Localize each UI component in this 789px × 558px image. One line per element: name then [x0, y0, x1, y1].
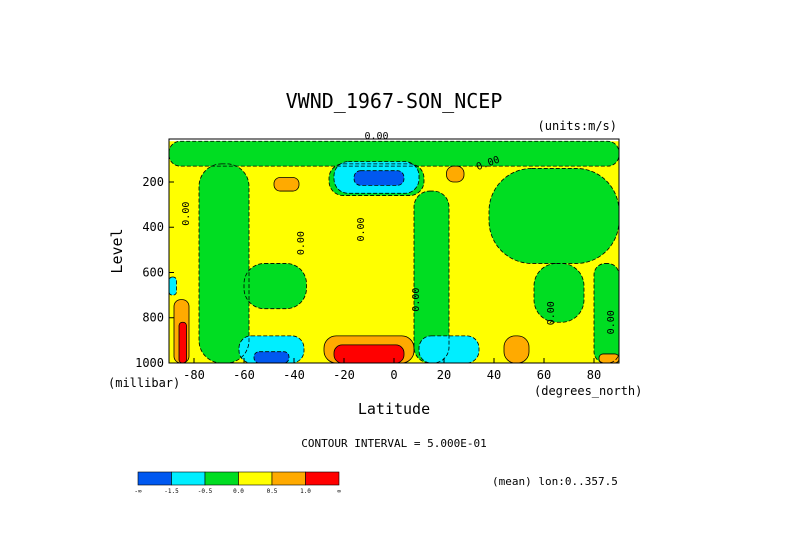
y-axis-label: Level [108, 228, 126, 273]
x-unit-label: (degrees_north) [534, 384, 642, 398]
contour-region-blue-upper-core [354, 170, 404, 186]
colorbar-swatch [204, 471, 239, 486]
colorbar-swatch [238, 471, 273, 486]
colorbar-label: -0.5 [198, 488, 213, 495]
colorbar-label: -∞ [134, 488, 142, 495]
x-tick-label: -60 [233, 368, 255, 382]
colorbar-label: 1.0 [300, 488, 311, 495]
y-tick-label: 200 [142, 175, 164, 189]
y-tick-label: 800 [142, 311, 164, 325]
contour-region-orange-far-right [599, 353, 619, 363]
colorbar-label: 0.5 [267, 488, 278, 495]
contour-region-green-right-upper [489, 168, 619, 264]
contour-interval-text: CONTOUR INTERVAL = 5.000E-01 [301, 437, 486, 450]
x-axis-ticks: -80 -60 -40 -20 0 20 40 60 80 [183, 358, 601, 382]
colorbar-label: ∞ [337, 488, 341, 495]
contour-line-green-right-column [533, 263, 585, 323]
colorbar-swatch [171, 471, 206, 486]
contour-region-green-right-column [534, 263, 584, 323]
contour-region-green-top-band [169, 141, 619, 167]
x-tick-label: -80 [183, 368, 205, 382]
x-tick-label: 60 [537, 368, 551, 382]
contour-line-cyan-upper-core [333, 161, 420, 194]
chart-title: VWND_1967-SON_NCEP [286, 89, 503, 113]
x-tick-label: 0 [390, 368, 397, 382]
contour-label: 0.00 [364, 131, 388, 142]
x-tick-label: -20 [333, 368, 355, 382]
contour-line-blue-lower-left [253, 351, 290, 364]
contour-line-green-left-middle [243, 263, 307, 310]
contour-region-red-lower-center [334, 344, 404, 363]
contour-region-orange-upper-left [274, 177, 299, 192]
contour-lines: 0.000.000.000.000.000.000.00 0.00 [168, 131, 620, 364]
contour-line-cyan-lower-left [238, 335, 305, 364]
colorbar-label: -1.5 [164, 488, 179, 495]
x-tick-label: 80 [587, 368, 601, 382]
colorbar: -∞ -1.5 -0.5 0.0 0.5 1.0 ∞ [134, 471, 341, 495]
contour-line-cyan-left-edge [168, 276, 177, 296]
x-tick-label: 20 [437, 368, 451, 382]
y-tick-label: 400 [142, 220, 164, 234]
x-tick-label: 40 [487, 368, 501, 382]
y-tick-label: 600 [142, 265, 164, 279]
colorbar-swatch [305, 471, 340, 486]
contour-line-blue-upper-core [353, 170, 405, 186]
x-axis-label: Latitude [358, 400, 430, 418]
contour-region-orange-upper-right [446, 166, 464, 182]
colorbar-label: 0.0 [233, 488, 244, 495]
contour-fill [169, 141, 619, 363]
colorbar-swatch [137, 471, 172, 486]
contour-region-cyan-left-edge [169, 277, 177, 296]
y-unit-label: (millibar) [108, 376, 180, 390]
contour-region-orange-lower-right [504, 335, 529, 363]
contour-region-green-left-column [199, 163, 249, 363]
contour-label: 0.00 [296, 231, 307, 255]
y-axis-ticks: 200 400 600 800 1000 [135, 175, 174, 370]
contour-label: 0.00 [411, 288, 422, 312]
colorbar-swatch [271, 471, 306, 486]
x-tick-label: -40 [283, 368, 305, 382]
contour-line-orange-upper-right [446, 165, 465, 183]
contour-label: 0.00 [606, 310, 617, 334]
contour-line-cyan-lower-eq [418, 335, 480, 364]
units-label: (units:m/s) [538, 119, 617, 133]
contour-region-blue-lower-left [254, 351, 289, 363]
contour-label: 0.00 [356, 217, 367, 241]
contour-region-green-far-right [594, 263, 619, 363]
contour-region-green-eq-column [414, 191, 449, 363]
contour-line-green-center-upper [328, 163, 425, 196]
contour-region-red-left-edge [179, 322, 187, 363]
contour-line-orange-upper-left [273, 177, 300, 192]
y-tick-label: 1000 [135, 356, 164, 370]
contour-label: 0.00 [181, 202, 192, 226]
contour-label: 0.00 [546, 301, 557, 325]
contour-region-green-left-middle [244, 263, 307, 309]
footer-text: (mean) lon:0..357.5 [492, 475, 618, 488]
